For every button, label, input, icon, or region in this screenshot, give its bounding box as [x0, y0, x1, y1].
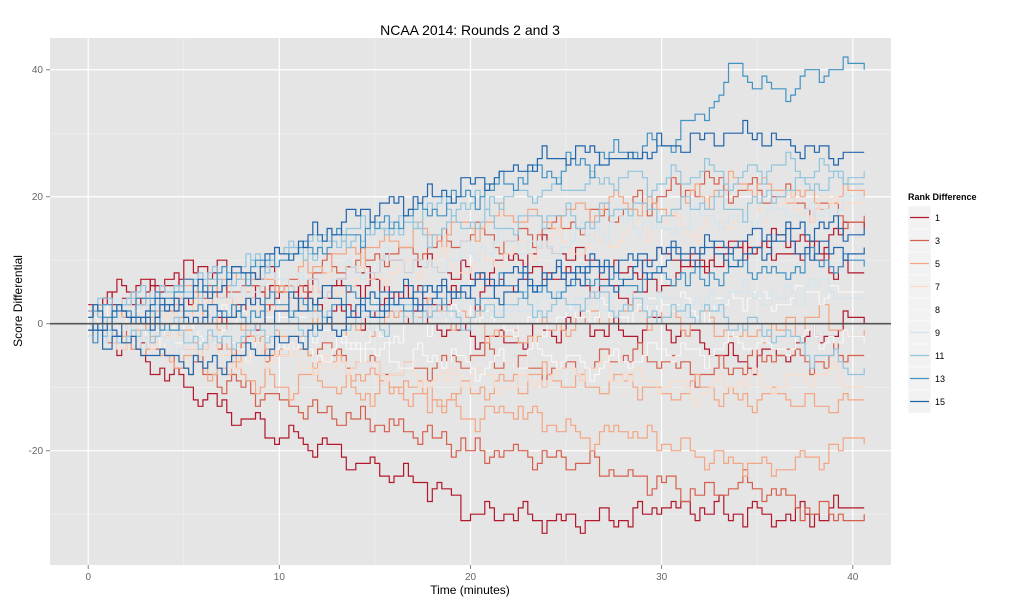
y-tick-label: 20	[32, 192, 44, 203]
y-tick-label: -20	[29, 446, 44, 457]
series-lines	[88, 56, 865, 534]
y-tick-label: 40	[32, 65, 44, 76]
legend-entry-label: 7	[935, 282, 940, 292]
legend-entry-label: 5	[935, 259, 940, 269]
x-tick-label: 30	[656, 572, 668, 583]
x-tick-label: 10	[274, 572, 286, 583]
series-line-rank-9	[88, 278, 865, 357]
series-line-rank-8	[88, 310, 865, 382]
series-line-rank-3	[88, 323, 865, 522]
y-axis-title: Score Differential	[11, 255, 25, 347]
series-line-rank-13	[88, 246, 865, 344]
series-line-rank-15	[88, 215, 865, 337]
legend-title: Rank Difference	[908, 192, 977, 202]
chart-title: NCAA 2014: Rounds 2 and 3	[380, 22, 560, 38]
legend-entry-label: 1	[935, 213, 940, 223]
series-line-rank-1	[88, 310, 865, 534]
series-line-rank-15	[88, 119, 865, 331]
legend-entry-label: 15	[935, 397, 945, 407]
axis-ticks: 0 10 20 30 40 -20 0 20 40	[29, 65, 859, 583]
series-line-rank-11	[88, 291, 865, 376]
series-line-rank-13	[88, 56, 865, 331]
x-axis-title: Time (minutes)	[430, 583, 510, 597]
x-tick-label: 0	[85, 572, 91, 583]
legend-entry-label: 3	[935, 236, 940, 246]
legend-entry-label: 13	[935, 374, 945, 384]
legend-entry-label: 11	[935, 351, 944, 361]
y-tick-label: 0	[37, 319, 43, 330]
series-line-rank-11	[88, 151, 865, 325]
x-tick-label: 40	[847, 572, 859, 583]
series-line-rank-15	[88, 227, 865, 376]
x-tick-label: 20	[465, 572, 477, 583]
legend-entry-label: 9	[935, 328, 940, 338]
legend-entry-label: 8	[935, 305, 940, 315]
